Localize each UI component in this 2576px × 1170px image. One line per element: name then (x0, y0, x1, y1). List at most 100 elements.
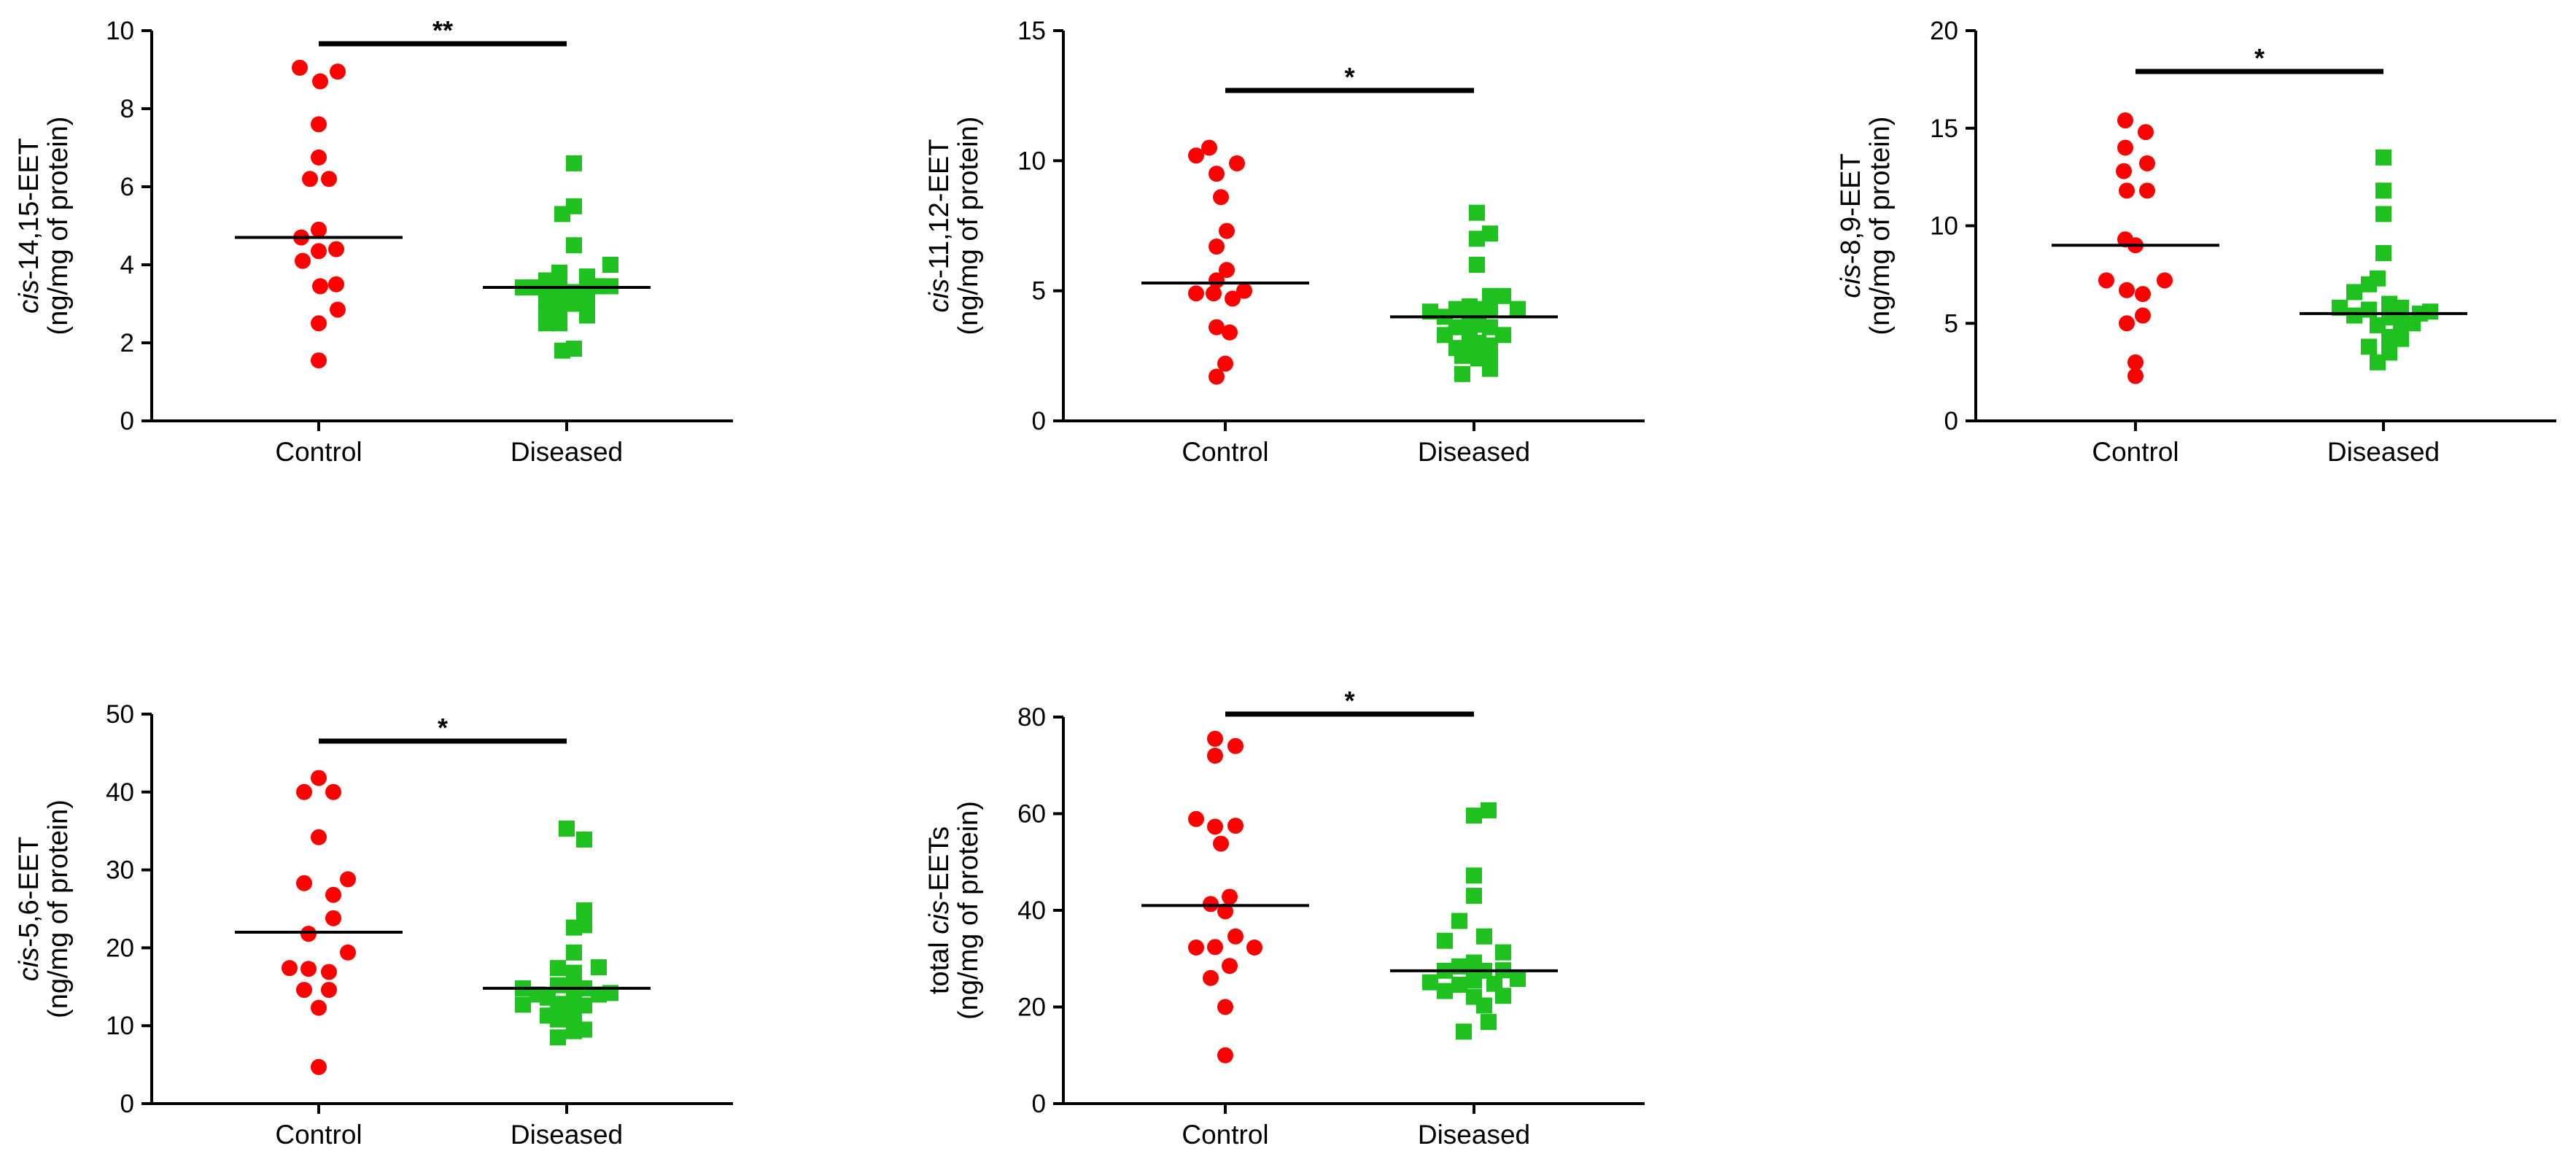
control-data-point (325, 783, 341, 800)
diseased-data-point (1510, 971, 1526, 988)
x-tick-label: Control (275, 437, 362, 467)
control-data-point (330, 63, 346, 80)
control-data-point (325, 886, 341, 903)
significance-label: * (1344, 62, 1354, 92)
y-tick-label: 0 (120, 407, 134, 435)
control-data-point (1246, 940, 1262, 956)
y-axis-title-units: (ng/mg of protein) (1865, 117, 1896, 336)
chart-panel-total-cis-eets: 0 20 40 60 80 Control Diseased total cis-EETs(n… (924, 686, 1645, 1150)
y-axis-title-rest: -8,9-EET (1836, 153, 1866, 264)
control-data-point (311, 149, 327, 166)
control-data-point (340, 871, 356, 888)
y-tick-label: 10 (106, 1012, 134, 1040)
control-data-point (2117, 139, 2133, 156)
diseased-data-point (591, 959, 607, 976)
control-data-point (2139, 155, 2155, 171)
control-data-point (300, 961, 317, 977)
control-data-point (1209, 368, 1225, 385)
y-axis-title-italic: cis (1836, 264, 1866, 298)
control-data-point (2127, 354, 2144, 371)
control-data-point (1207, 818, 1223, 835)
control-data-point (2135, 286, 2151, 303)
y-tick-label: 40 (1017, 896, 1046, 925)
diseased-data-point (2346, 307, 2362, 324)
y-tick-label: 0 (1032, 407, 1046, 435)
y-tick-label: 30 (106, 856, 134, 885)
control-data-point (311, 116, 327, 133)
control-data-point (311, 1058, 327, 1075)
diseased-data-point (1481, 802, 1497, 818)
control-data-point (311, 315, 327, 332)
y-tick-label: 5 (1032, 277, 1046, 306)
diseased-data-point (1486, 975, 1502, 992)
y-tick-label: 20 (1017, 993, 1046, 1022)
control-data-point (1206, 285, 1222, 302)
diseased-data-point (2375, 244, 2391, 261)
control-data-point (292, 59, 308, 76)
control-data-point (1222, 324, 1238, 341)
y-axis-title: total cis-EETs (924, 826, 955, 994)
diseased-data-point (1476, 928, 1492, 945)
diseased-data-point (515, 996, 531, 1013)
diseased-data-point (1469, 204, 1485, 221)
diseased-data-point (2422, 303, 2438, 320)
y-axis-title: cis-11,12-EET (924, 139, 955, 313)
diseased-data-point (550, 1011, 566, 1028)
y-axis-title: cis-14,15-EET (14, 138, 44, 314)
y-axis-title-italic: cis (924, 279, 955, 312)
chart-panel-cis-11-12-eet: 0 5 10 15 Control Diseased cis-11,12-EET(ng/mg… (924, 17, 1645, 467)
control-data-point (282, 960, 298, 977)
diseased-data-point (1510, 301, 1526, 317)
diseased-data-point (551, 315, 567, 332)
diseased-data-point (1451, 913, 1467, 929)
y-tick-label: 50 (106, 700, 134, 729)
diseased-data-point (551, 276, 567, 292)
diseased-data-point (550, 960, 566, 977)
control-data-point (2119, 282, 2135, 298)
diseased-data-point (2370, 270, 2386, 287)
diseased-data-point (1437, 932, 1453, 949)
y-tick-label: 20 (106, 934, 134, 962)
control-data-point (1209, 166, 1225, 182)
control-data-point (1201, 139, 1217, 156)
control-data-point (340, 944, 356, 961)
diseased-data-point (1448, 301, 1464, 317)
chart-panel-cis-5-6-eet: 0 10 20 30 40 50 Control Diseased cis-5,6-EET(ng… (14, 700, 733, 1150)
diseased-data-point (2393, 330, 2409, 347)
significance-label: ** (432, 15, 453, 45)
control-data-point (2127, 368, 2144, 384)
control-data-point (328, 241, 344, 257)
y-tick-label: 6 (120, 173, 134, 201)
diseased-data-point (2375, 206, 2391, 222)
y-tick-label: 0 (1944, 407, 1958, 435)
diseased-data-point (1481, 1014, 1497, 1031)
diseased-data-point (566, 198, 582, 214)
x-tick-label: Control (1182, 437, 1268, 467)
diseased-data-point (1469, 257, 1485, 273)
diseased-data-point (1422, 974, 1438, 991)
y-tick-label: 0 (120, 1090, 134, 1118)
y-tick-label: 15 (1930, 115, 1958, 143)
control-data-point (2119, 182, 2135, 199)
y-tick-label: 5 (1944, 309, 1958, 338)
control-data-point (1188, 285, 1204, 302)
significance-label: * (2254, 43, 2265, 73)
control-data-point (1227, 737, 1244, 754)
diseased-data-point (1495, 988, 1511, 1004)
diseased-data-point (538, 315, 554, 332)
control-data-point (296, 982, 312, 999)
control-data-point (330, 301, 346, 318)
control-data-point (2157, 272, 2173, 289)
control-data-point (295, 252, 311, 269)
diseased-data-point (1482, 225, 1498, 242)
y-axis-title-units: (ng/mg of protein) (953, 801, 984, 1020)
control-data-point (1229, 155, 1245, 171)
diseased-data-point (1469, 230, 1485, 247)
diseased-data-point (1476, 997, 1492, 1014)
diseased-data-point (576, 1021, 592, 1038)
diseased-data-point (1466, 867, 1482, 884)
control-data-point (1227, 818, 1244, 834)
diseased-data-point (566, 155, 582, 171)
control-data-point (321, 964, 337, 980)
